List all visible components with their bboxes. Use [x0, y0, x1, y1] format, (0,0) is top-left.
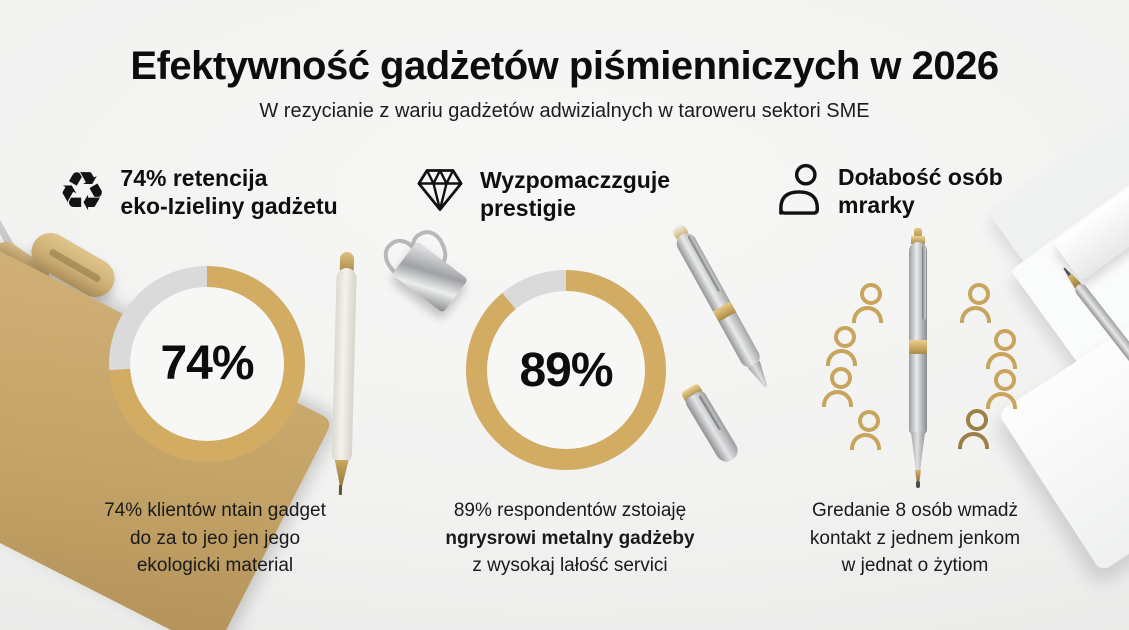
person-pictogram-icon	[849, 410, 883, 450]
caption-line: 89% respondentów zstoiaję	[453, 500, 687, 521]
caption-line: Gredanie 8 osób wmadż	[812, 500, 1018, 521]
caption-line: 74% klientów ntain gadget	[104, 500, 326, 521]
column2-heading-line1: Wyzpomaczzguje	[480, 167, 670, 193]
caption-line: z wysokaj lałość servici	[472, 555, 668, 576]
caption-line: w jednat o żytiom	[841, 555, 989, 576]
donut-chart-74: 74%	[109, 266, 305, 462]
pen-ballpoint	[916, 481, 920, 488]
column1-caption: 74% klientów ntain gadget do za to jeo j…	[60, 497, 370, 580]
donut-chart-89: 89%	[466, 270, 666, 470]
pen-plunger	[914, 228, 922, 238]
person-pictogram-icon	[851, 283, 885, 323]
diamond-icon	[414, 166, 466, 219]
donut-hole: 89%	[487, 291, 645, 449]
column3-caption: Gredanie 8 osób wmadż kontakt z jednem j…	[765, 497, 1065, 580]
pen-cone	[911, 432, 925, 472]
person-pictogram-icon	[959, 283, 993, 323]
donut-hole: 74%	[129, 286, 285, 442]
column3-heading-line1: Dołabość osób	[838, 164, 1003, 190]
person-pictogram-icon	[985, 369, 1019, 409]
pen-gold-ring	[911, 236, 925, 244]
pen-gold-band	[909, 340, 927, 354]
column2-heading-line2: prestigie	[480, 195, 576, 221]
column1-header: ♻ 74% retencija eko-Izieliny gadżetu	[58, 164, 338, 220]
caption-line: ngrysrowi metalny gadżeby	[445, 527, 695, 549]
donut-value-label: 74%	[160, 337, 254, 391]
column1-heading-line1: 74% retencija	[120, 165, 268, 191]
person-pictogram-icon	[985, 329, 1019, 369]
column3-heading-line2: mrarky	[838, 192, 915, 218]
caption-line: ekologicki material	[136, 555, 294, 576]
column2-header: Wyzpomaczzguje prestigie	[414, 166, 670, 222]
donut-value-label: 89%	[519, 343, 613, 397]
person-pictogram-icon	[821, 367, 855, 407]
caption-line: kontakt z jednem jenkom	[809, 527, 1021, 549]
page-title: Efektywność gadżetów piśmienniczych w 20…	[130, 44, 999, 88]
person-icon	[778, 163, 824, 224]
column3-header: Dołabość osób mrarky	[778, 163, 1003, 224]
column1-heading-line2: eko-Izieliny gadżetu	[120, 193, 338, 219]
person-pictogram-icon	[825, 326, 859, 366]
pen-gold-tip	[915, 470, 921, 482]
person-pictogram-icon	[957, 409, 991, 449]
page-subtitle: W rezycianie z wariu gadżetów adwizialny…	[259, 100, 870, 122]
caption-line: do za to jeo jen jego	[129, 527, 301, 549]
recycle-icon: ♻	[58, 160, 107, 223]
silver-gold-pen-center	[903, 228, 933, 490]
column2-caption: 89% respondentów zstoiaję ngrysrowi meta…	[415, 497, 725, 580]
pen-clip	[922, 246, 926, 320]
